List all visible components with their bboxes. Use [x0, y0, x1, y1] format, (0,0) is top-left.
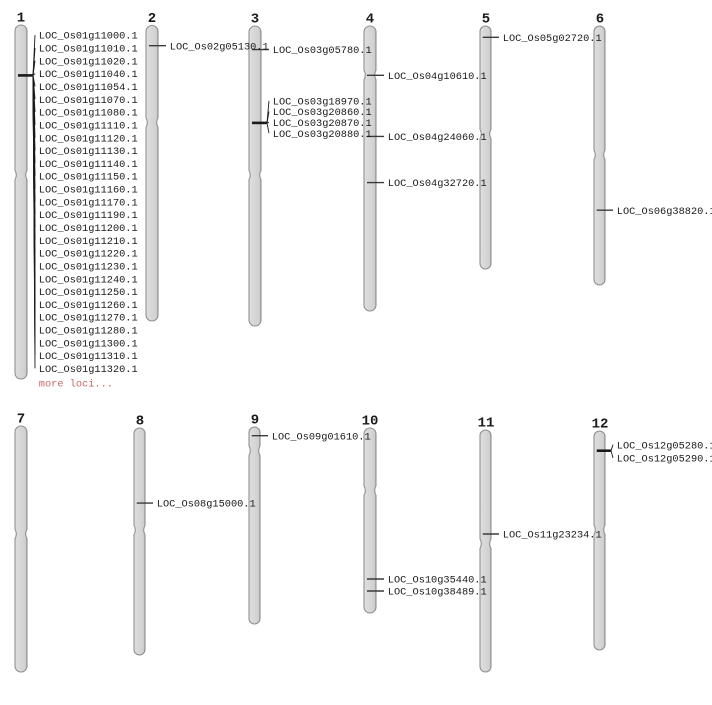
svg-text:LOC_Os01g11070.1: LOC_Os01g11070.1 — [39, 95, 138, 107]
svg-text:LOC_Os01g11240.1: LOC_Os01g11240.1 — [39, 274, 138, 286]
svg-text:LOC_Os12g05280.1: LOC_Os12g05280.1 — [617, 440, 712, 452]
svg-text:LOC_Os01g11300.1: LOC_Os01g11300.1 — [39, 338, 138, 350]
svg-text:LOC_Os01g11040.1: LOC_Os01g11040.1 — [39, 69, 138, 81]
svg-text:LOC_Os01g11160.1: LOC_Os01g11160.1 — [39, 185, 138, 197]
svg-text:LOC_Os09g01610.1: LOC_Os09g01610.1 — [272, 431, 371, 443]
svg-text:LOC_Os01g11080.1: LOC_Os01g11080.1 — [39, 108, 138, 120]
svg-text:8: 8 — [136, 414, 144, 430]
svg-text:LOC_Os01g11170.1: LOC_Os01g11170.1 — [39, 197, 138, 209]
svg-text:LOC_Os01g11140.1: LOC_Os01g11140.1 — [39, 159, 138, 171]
svg-text:11: 11 — [478, 416, 495, 432]
svg-text:1: 1 — [17, 11, 25, 27]
svg-text:LOC_Os10g35440.1: LOC_Os10g35440.1 — [388, 575, 487, 587]
svg-text:LOC_Os04g32720.1: LOC_Os04g32720.1 — [388, 178, 487, 190]
svg-text:9: 9 — [251, 413, 259, 429]
svg-text:2: 2 — [148, 11, 156, 27]
svg-text:4: 4 — [366, 12, 374, 28]
svg-text:LOC_Os01g11054.1: LOC_Os01g11054.1 — [39, 82, 138, 94]
svg-text:LOC_Os05g02720.1: LOC_Os05g02720.1 — [503, 33, 602, 45]
svg-text:7: 7 — [17, 412, 25, 428]
svg-text:LOC_Os02g05130.1: LOC_Os02g05130.1 — [170, 41, 269, 53]
svg-text:LOC_Os08g15000.1: LOC_Os08g15000.1 — [157, 499, 256, 511]
svg-text:LOC_Os01g11010.1: LOC_Os01g11010.1 — [39, 44, 138, 56]
svg-text:LOC_Os12g05290.1: LOC_Os12g05290.1 — [617, 454, 712, 466]
svg-text:LOC_Os01g11310.1: LOC_Os01g11310.1 — [39, 351, 138, 363]
svg-text:3: 3 — [251, 12, 259, 28]
svg-text:LOC_Os03g05780.1: LOC_Os03g05780.1 — [273, 45, 372, 57]
svg-text:12: 12 — [592, 417, 609, 433]
svg-text:LOC_Os10g38489.1: LOC_Os10g38489.1 — [388, 587, 487, 599]
svg-text:LOC_Os01g11120.1: LOC_Os01g11120.1 — [39, 133, 138, 145]
svg-text:LOC_Os01g11260.1: LOC_Os01g11260.1 — [39, 300, 138, 312]
svg-text:LOC_Os01g11230.1: LOC_Os01g11230.1 — [39, 261, 138, 273]
svg-text:LOC_Os01g11130.1: LOC_Os01g11130.1 — [39, 146, 138, 158]
svg-text:LOC_Os01g11210.1: LOC_Os01g11210.1 — [39, 236, 138, 248]
svg-text:LOC_Os01g11320.1: LOC_Os01g11320.1 — [39, 364, 138, 376]
svg-text:10: 10 — [362, 414, 379, 430]
svg-text:more loci...: more loci... — [39, 378, 113, 390]
svg-text:LOC_Os01g11200.1: LOC_Os01g11200.1 — [39, 223, 138, 235]
svg-text:LOC_Os01g11280.1: LOC_Os01g11280.1 — [39, 326, 138, 338]
svg-text:5: 5 — [482, 12, 490, 28]
svg-text:LOC_Os01g11110.1: LOC_Os01g11110.1 — [39, 120, 138, 132]
svg-text:LOC_Os01g11150.1: LOC_Os01g11150.1 — [39, 172, 138, 184]
svg-text:LOC_Os11g23234.1: LOC_Os11g23234.1 — [503, 530, 602, 542]
svg-text:6: 6 — [596, 12, 604, 28]
svg-text:LOC_Os06g38820.1: LOC_Os06g38820.1 — [617, 206, 712, 218]
svg-text:LOC_Os01g11020.1: LOC_Os01g11020.1 — [39, 56, 138, 68]
svg-text:LOC_Os01g11250.1: LOC_Os01g11250.1 — [39, 287, 138, 299]
svg-text:LOC_Os04g24060.1: LOC_Os04g24060.1 — [388, 132, 487, 144]
svg-text:LOC_Os03g20880.1: LOC_Os03g20880.1 — [273, 129, 372, 141]
svg-text:LOC_Os01g11220.1: LOC_Os01g11220.1 — [39, 249, 138, 261]
svg-text:LOC_Os01g11190.1: LOC_Os01g11190.1 — [39, 210, 138, 222]
svg-text:LOC_Os04g10610.1: LOC_Os04g10610.1 — [388, 71, 487, 83]
svg-text:LOC_Os01g11270.1: LOC_Os01g11270.1 — [39, 313, 138, 325]
svg-text:LOC_Os01g11000.1: LOC_Os01g11000.1 — [39, 31, 138, 43]
